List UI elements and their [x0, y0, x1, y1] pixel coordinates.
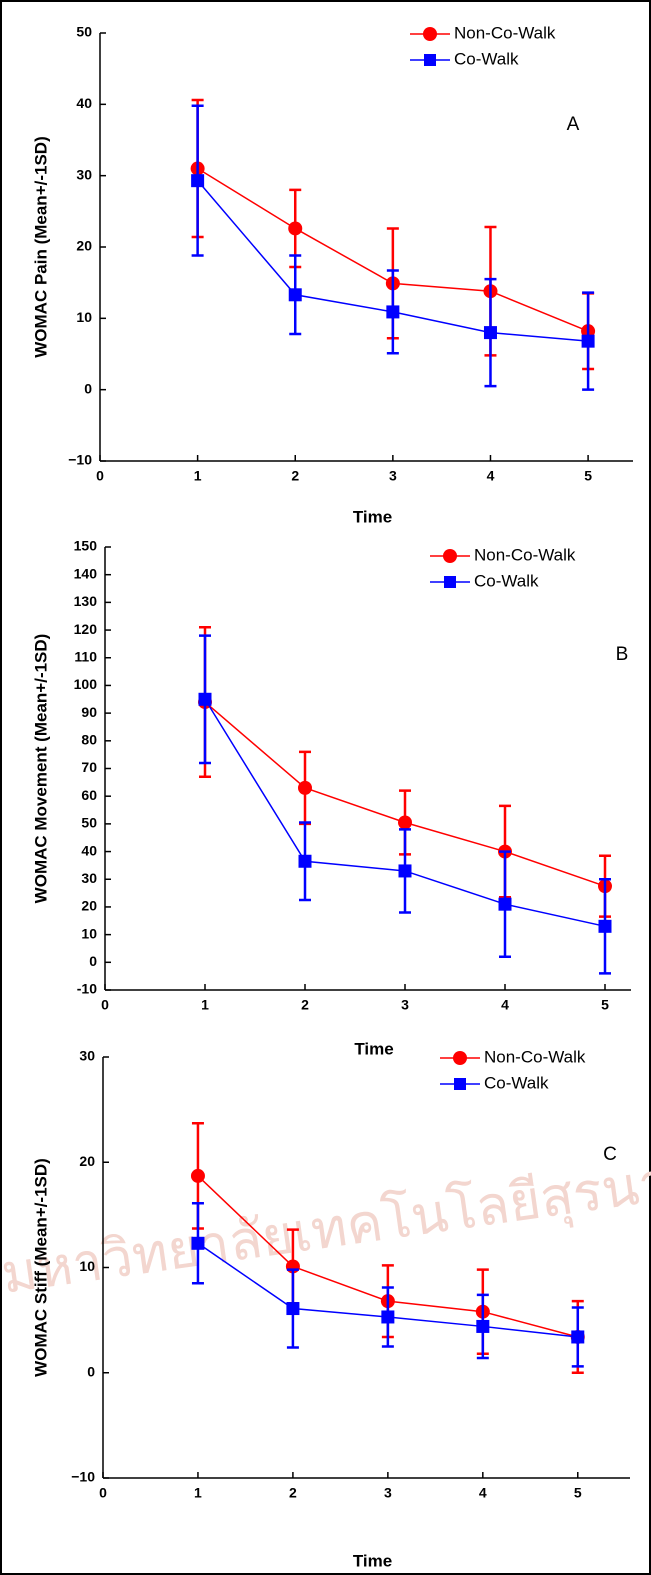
- x-tick-label: 0: [96, 468, 104, 484]
- legend-label: Non-Co-Walk: [474, 545, 576, 564]
- legend-marker: [454, 1078, 466, 1090]
- x-axis-label: Time: [353, 1551, 392, 1570]
- x-tick-label: 1: [194, 468, 202, 484]
- legend-marker: [453, 1051, 467, 1065]
- legend-label: Non-Co-Walk: [484, 1047, 586, 1066]
- y-tick-label: 0: [84, 380, 92, 396]
- y-axis-label: WOMAC Movement (Mean+/-1SD): [31, 634, 50, 904]
- x-tick-label: 3: [389, 468, 397, 484]
- legend-marker: [444, 576, 456, 588]
- marker: [198, 692, 212, 706]
- y-tick-label: 80: [81, 732, 97, 748]
- marker: [571, 1330, 585, 1344]
- y-tick-label: 10: [76, 309, 92, 325]
- y-tick-label: −10: [68, 452, 92, 468]
- y-tick-label: 120: [74, 621, 98, 637]
- y-tick-label: 30: [81, 870, 97, 886]
- x-tick-label: 2: [291, 468, 299, 484]
- panel-label: B: [616, 644, 629, 665]
- y-tick-label: 50: [76, 24, 92, 40]
- marker: [398, 815, 412, 830]
- y-tick-label: 40: [81, 842, 97, 858]
- x-tick-label: 2: [289, 1485, 297, 1501]
- legend-label: Co-Walk: [454, 49, 519, 68]
- y-tick-label: 30: [76, 166, 92, 182]
- y-tick-label: 30: [79, 1048, 95, 1064]
- x-tick-label: 4: [487, 468, 495, 484]
- y-axis-label: WOMAC Pain (Mean+/-1SD): [31, 136, 50, 358]
- y-tick-label: 110: [74, 648, 97, 664]
- marker: [398, 864, 412, 878]
- x-tick-label: 1: [201, 997, 209, 1013]
- y-tick-label: 0: [89, 953, 97, 969]
- marker: [298, 854, 312, 868]
- marker: [286, 1302, 300, 1316]
- y-tick-label: 10: [81, 925, 97, 941]
- y-tick-label: 90: [81, 704, 97, 720]
- x-tick-label: 2: [301, 997, 309, 1013]
- y-tick-label: 40: [76, 95, 92, 111]
- y-tick-label: 130: [74, 593, 98, 609]
- marker: [288, 221, 303, 236]
- x-tick-label: 5: [574, 1485, 582, 1501]
- legend-label: Co-Walk: [484, 1073, 549, 1092]
- x-tick-label: 3: [401, 997, 409, 1013]
- y-tick-label: 100: [74, 676, 98, 692]
- panel-label: A: [567, 114, 580, 135]
- y-tick-label: 60: [81, 787, 97, 803]
- marker: [483, 326, 497, 340]
- x-axis-label: Time: [354, 1039, 393, 1058]
- marker: [190, 1168, 205, 1183]
- y-tick-label: 20: [79, 1153, 95, 1169]
- x-tick-label: 5: [601, 997, 609, 1013]
- marker: [191, 174, 205, 188]
- y-tick-label: 140: [74, 565, 98, 581]
- legend-marker: [443, 549, 457, 563]
- y-tick-label: -10: [77, 981, 97, 997]
- y-tick-label: 70: [81, 759, 97, 775]
- x-tick-label: 0: [99, 1485, 107, 1501]
- y-tick-label: −10: [71, 1469, 95, 1485]
- legend-label: Non-Co-Walk: [454, 23, 556, 42]
- y-tick-label: 20: [76, 238, 92, 254]
- x-tick-label: 5: [584, 468, 592, 484]
- marker: [498, 897, 512, 911]
- marker: [288, 288, 302, 302]
- x-axis-label: Time: [353, 507, 392, 526]
- y-tick-label: 150: [74, 538, 98, 554]
- y-tick-label: 10: [79, 1258, 95, 1274]
- y-axis-label: WOMAC Stiff (Mean+/-1SD): [31, 1158, 50, 1377]
- marker: [581, 334, 595, 348]
- legend-marker: [424, 54, 436, 66]
- legend-label: Co-Walk: [474, 571, 539, 590]
- marker: [298, 780, 312, 795]
- x-tick-label: 4: [479, 1485, 487, 1501]
- marker: [476, 1319, 490, 1333]
- y-tick-label: 0: [87, 1363, 95, 1379]
- marker: [386, 305, 400, 319]
- marker: [598, 919, 612, 933]
- x-tick-label: 4: [501, 997, 509, 1013]
- panel-label: C: [603, 1144, 617, 1165]
- marker: [381, 1310, 395, 1324]
- y-tick-label: 20: [81, 898, 97, 914]
- x-tick-label: 0: [101, 997, 109, 1013]
- y-tick-label: 50: [81, 815, 97, 831]
- marker: [191, 1236, 205, 1250]
- x-tick-label: 3: [384, 1485, 392, 1501]
- x-tick-label: 1: [194, 1485, 202, 1501]
- legend-marker: [423, 27, 437, 41]
